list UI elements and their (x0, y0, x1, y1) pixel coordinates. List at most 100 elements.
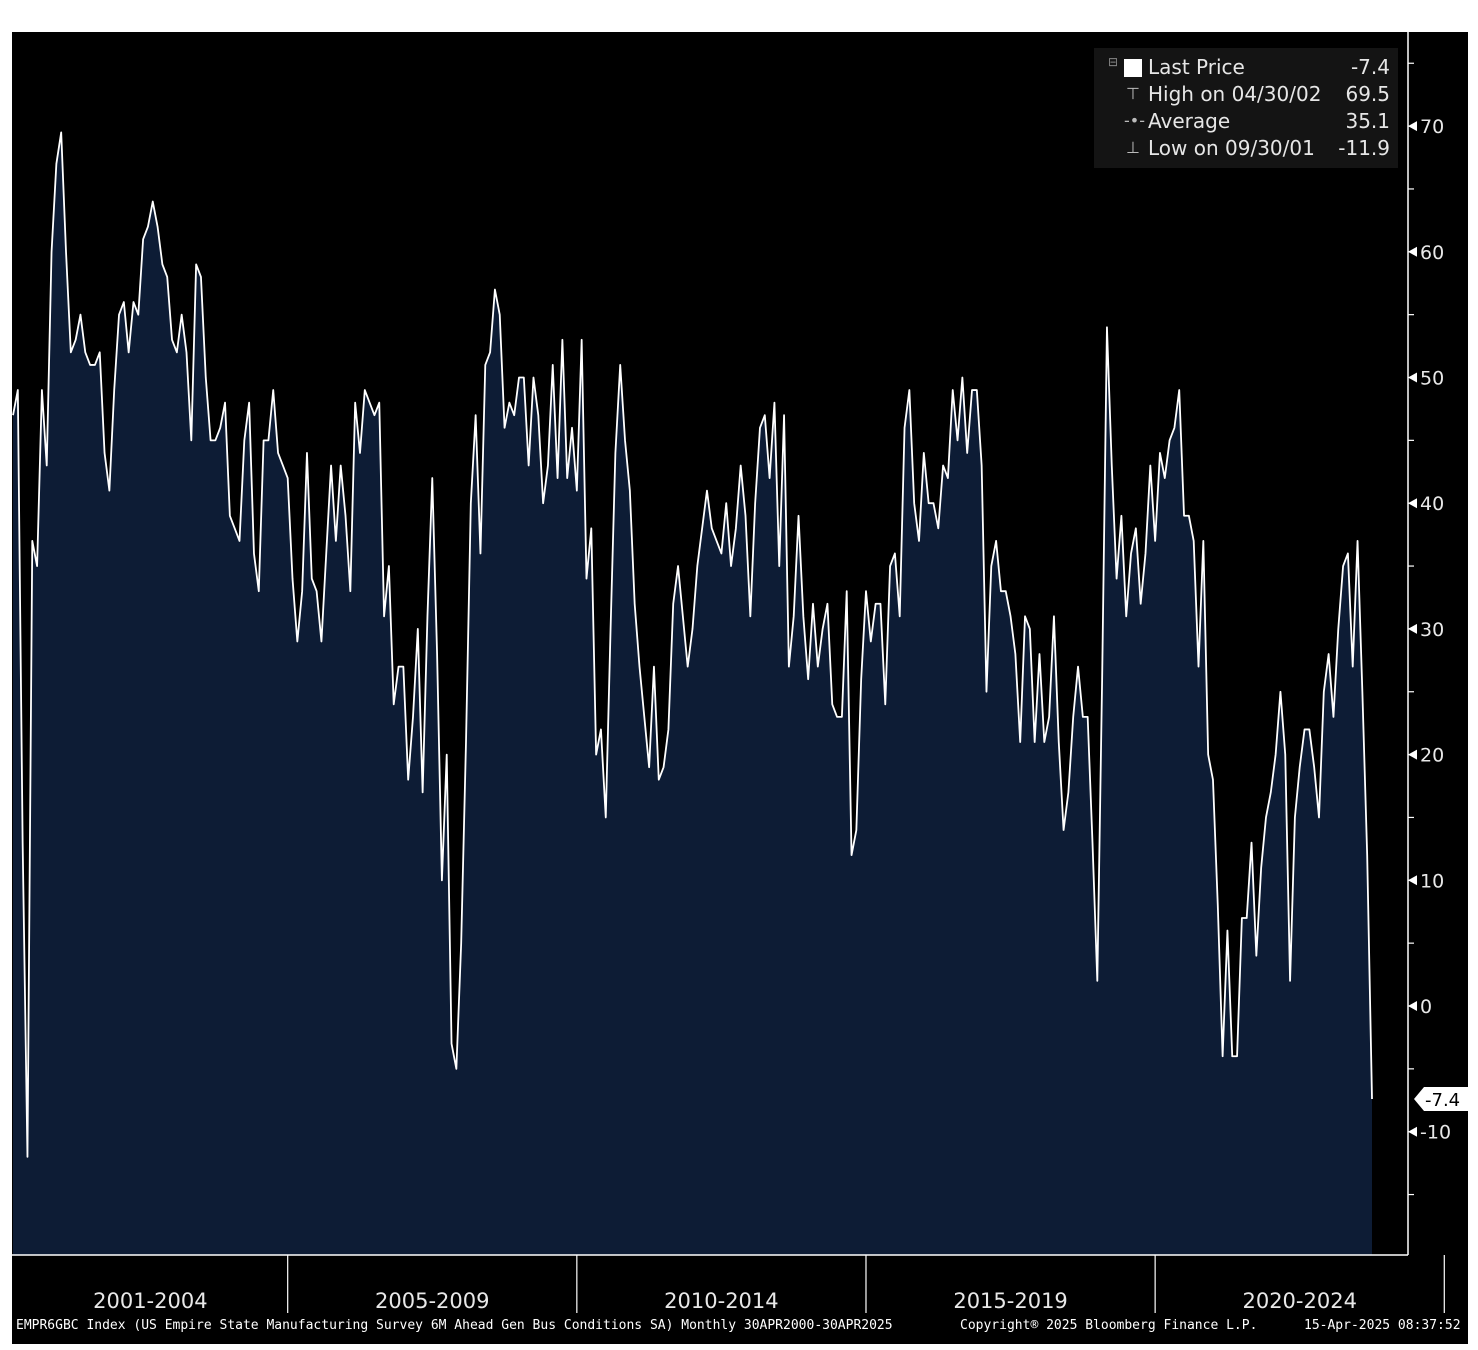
data-point (576, 490, 578, 492)
y-tick-marker (1408, 875, 1417, 885)
data-point (860, 678, 862, 680)
y-tick-marker (1408, 624, 1417, 634)
data-point (976, 389, 978, 391)
data-point (1092, 842, 1094, 844)
data-point (571, 427, 573, 429)
data-point (870, 641, 872, 643)
data-point (745, 515, 747, 517)
data-point (957, 440, 959, 442)
data-point (484, 364, 486, 366)
data-point (990, 565, 992, 567)
data-point (1207, 754, 1209, 756)
average-marker-icon: -•- (1124, 112, 1142, 130)
data-point (774, 402, 776, 404)
data-point (1251, 842, 1253, 844)
data-point (648, 766, 650, 768)
y-tick-label: 20 (1420, 745, 1444, 767)
data-point (918, 540, 920, 542)
data-point (889, 565, 891, 567)
data-point (451, 1043, 453, 1045)
data-point (224, 402, 226, 404)
data-point (759, 427, 761, 429)
data-point (1164, 477, 1166, 479)
data-point (788, 666, 790, 668)
data-point (658, 779, 660, 781)
data-point (205, 377, 207, 379)
data-point (1111, 465, 1113, 467)
y-tick-label: -10 (1420, 1122, 1451, 1144)
data-point (1183, 515, 1185, 517)
data-point (321, 641, 323, 643)
data-point (162, 264, 164, 266)
data-point (398, 666, 400, 668)
data-point (36, 565, 38, 567)
data-point (297, 641, 299, 643)
data-point (157, 226, 159, 228)
data-point (60, 132, 62, 134)
data-point (701, 528, 703, 530)
data-point (350, 590, 352, 592)
data-point (552, 364, 554, 366)
data-point (1178, 389, 1180, 391)
y-tick-marker (1408, 121, 1417, 131)
data-point (730, 565, 732, 567)
data-point (1313, 766, 1315, 768)
y-tick-marker (1408, 247, 1417, 257)
y-tick-label: 10 (1420, 870, 1444, 892)
data-point (489, 352, 491, 354)
data-point (1337, 628, 1339, 630)
data-point (1188, 515, 1190, 517)
data-point (118, 314, 120, 316)
data-point (692, 628, 694, 630)
data-point (1342, 565, 1344, 567)
footer-timestamp: 15-Apr-2025 08:37:52 (1304, 1318, 1461, 1333)
y-tick-label: 0 (1420, 996, 1432, 1018)
data-point (1260, 867, 1262, 869)
data-point (113, 389, 115, 391)
data-point (340, 465, 342, 467)
data-point (1121, 515, 1123, 517)
data-point (1357, 540, 1359, 542)
data-point (359, 452, 361, 454)
data-point (215, 440, 217, 442)
data-point (75, 339, 77, 341)
data-point (1299, 766, 1301, 768)
data-point (1231, 1055, 1233, 1057)
data-point (325, 553, 327, 555)
data-point (316, 590, 318, 592)
data-point (1130, 553, 1132, 555)
data-point (301, 590, 303, 592)
y-tick-label: 70 (1420, 116, 1444, 138)
data-point (711, 528, 713, 530)
data-point (615, 452, 617, 454)
data-point (1097, 980, 1099, 982)
data-point (783, 414, 785, 416)
data-point (1366, 854, 1368, 856)
data-point (639, 666, 641, 668)
data-point (803, 616, 805, 618)
data-point (1318, 817, 1320, 819)
data-point (1236, 1055, 1238, 1057)
data-point (504, 427, 506, 429)
data-point (1125, 616, 1127, 618)
data-point (1019, 741, 1021, 743)
data-point (364, 389, 366, 391)
data-point (431, 477, 433, 479)
data-point (1077, 666, 1079, 668)
data-point (1174, 427, 1176, 429)
x-tick-label: 2005-2009 (375, 1289, 489, 1313)
data-point (181, 314, 183, 316)
data-point (1352, 666, 1354, 668)
data-point (17, 389, 19, 391)
data-point (1289, 980, 1291, 982)
data-point (581, 339, 583, 341)
data-point (494, 289, 496, 291)
data-point (1015, 653, 1017, 655)
data-point (937, 528, 939, 530)
y-tick-label: 60 (1420, 242, 1444, 264)
data-point (624, 440, 626, 442)
data-point (971, 389, 973, 391)
y-tick-marker (1408, 1127, 1417, 1137)
data-point (754, 502, 756, 504)
